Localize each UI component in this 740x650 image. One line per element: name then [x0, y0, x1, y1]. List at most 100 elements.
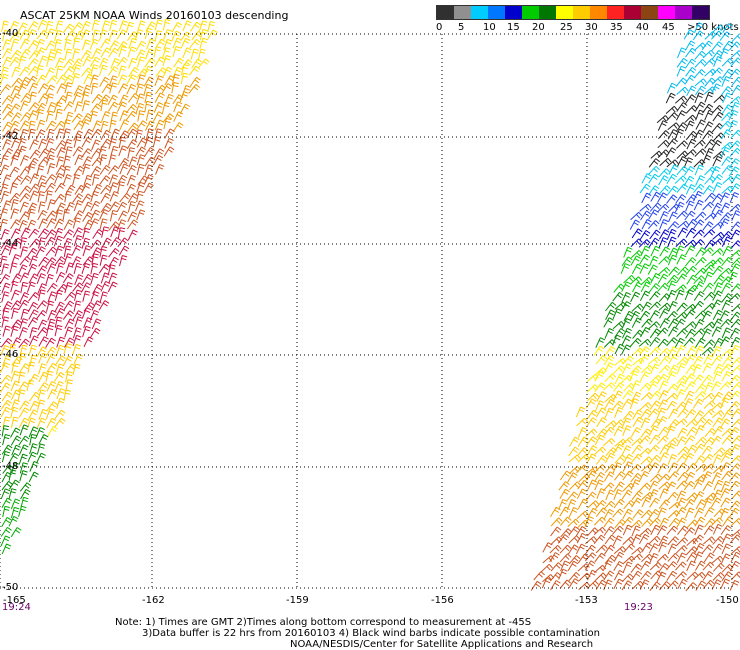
wind-barb [630, 472, 642, 483]
wind-barb [622, 363, 632, 375]
wind-barb [649, 301, 661, 311]
wind-barb [683, 337, 696, 347]
wind-barb [63, 245, 72, 257]
wind-barb [550, 526, 562, 537]
wind-barb [1, 130, 13, 140]
wind-barb [135, 40, 147, 51]
wind-barb [2, 139, 12, 150]
wind-barb [10, 208, 20, 220]
wind-barb [686, 551, 698, 562]
wind-barb [162, 47, 171, 59]
wind-barb [712, 309, 723, 321]
wind-barb [63, 138, 73, 150]
wind-barb [676, 552, 687, 564]
wind-barb [72, 22, 84, 32]
wind-barb [89, 56, 101, 68]
wind-barb [729, 311, 740, 322]
wind-barb [163, 29, 173, 40]
wind-barb [135, 49, 146, 60]
wind-barb [692, 534, 704, 544]
wind-barb [91, 157, 103, 167]
wind-barb [721, 435, 734, 445]
wind-barb [595, 500, 607, 510]
wind-barb [684, 309, 696, 319]
wind-barb [2, 56, 13, 68]
wind-barb [704, 192, 716, 202]
wind-barb [45, 20, 54, 33]
wind-barb [8, 343, 16, 356]
wind-barb [666, 112, 679, 122]
wind-barb [10, 435, 22, 446]
lat-tick-label: -50 [2, 582, 18, 593]
wind-barb [647, 264, 658, 275]
scale-swatch [522, 6, 539, 19]
wind-barb [630, 479, 641, 490]
wind-barb [667, 536, 680, 546]
wind-barb [71, 256, 82, 267]
wind-barb [728, 507, 740, 518]
lat-tick-label: -42 [2, 131, 18, 142]
wind-barb [621, 580, 633, 591]
wind-barb [729, 534, 740, 544]
wind-barb [55, 156, 65, 168]
wind-barb [82, 245, 92, 257]
wind-barb [136, 137, 148, 148]
wind-barb [684, 471, 696, 483]
wind-barb [649, 310, 660, 321]
wind-barb [639, 290, 651, 302]
wind-barb [656, 407, 667, 419]
wind-barb [100, 202, 112, 213]
wind-barb [684, 435, 696, 445]
wind-barb [83, 317, 93, 329]
wind-barb [693, 69, 706, 79]
wind-barb [667, 236, 677, 248]
wind-barb [0, 273, 11, 285]
wind-barb [603, 579, 613, 591]
wind-barb [702, 362, 713, 374]
wind-barb [729, 327, 740, 339]
wind-barb [693, 190, 703, 202]
wind-barb [667, 280, 677, 292]
wind-barb [20, 175, 32, 185]
wind-barb [17, 371, 26, 384]
wind-barb [127, 201, 136, 213]
wind-barb [667, 221, 679, 231]
wind-barb [64, 282, 73, 294]
wind-barb [728, 426, 740, 437]
wind-barb [711, 555, 724, 564]
wind-barb [638, 338, 652, 347]
wind-barb [172, 37, 182, 49]
wind-barb [713, 363, 724, 375]
wind-barb [577, 454, 590, 463]
wind-barb [98, 263, 110, 274]
wind-barb [604, 534, 616, 545]
wind-barb [631, 380, 641, 391]
wind-barb [153, 102, 164, 113]
wind-barb [630, 563, 642, 573]
wind-barb [118, 83, 129, 94]
wind-barb [71, 73, 81, 85]
wind-barb [189, 65, 201, 76]
wind-barb [82, 307, 92, 319]
wind-barb [614, 373, 625, 385]
wind-barb [666, 383, 679, 393]
wind-barb [694, 92, 704, 104]
wind-barb [27, 263, 38, 275]
wind-barb [0, 190, 10, 202]
wind-barb [702, 570, 714, 581]
wind-barb [586, 580, 599, 590]
wind-barb [702, 463, 715, 472]
wind-barb [694, 164, 704, 176]
wind-barb [35, 47, 46, 58]
wind-barb [62, 174, 72, 185]
wind-barb [154, 56, 165, 67]
wind-barb [100, 38, 111, 49]
wind-barb [207, 21, 216, 33]
wind-barb [80, 118, 91, 130]
wind-barb [702, 201, 715, 211]
wind-barb [657, 282, 669, 292]
wind-barb [685, 58, 696, 69]
wind-barb [667, 318, 679, 329]
wind-barb [702, 282, 714, 293]
wind-barb [721, 156, 733, 166]
